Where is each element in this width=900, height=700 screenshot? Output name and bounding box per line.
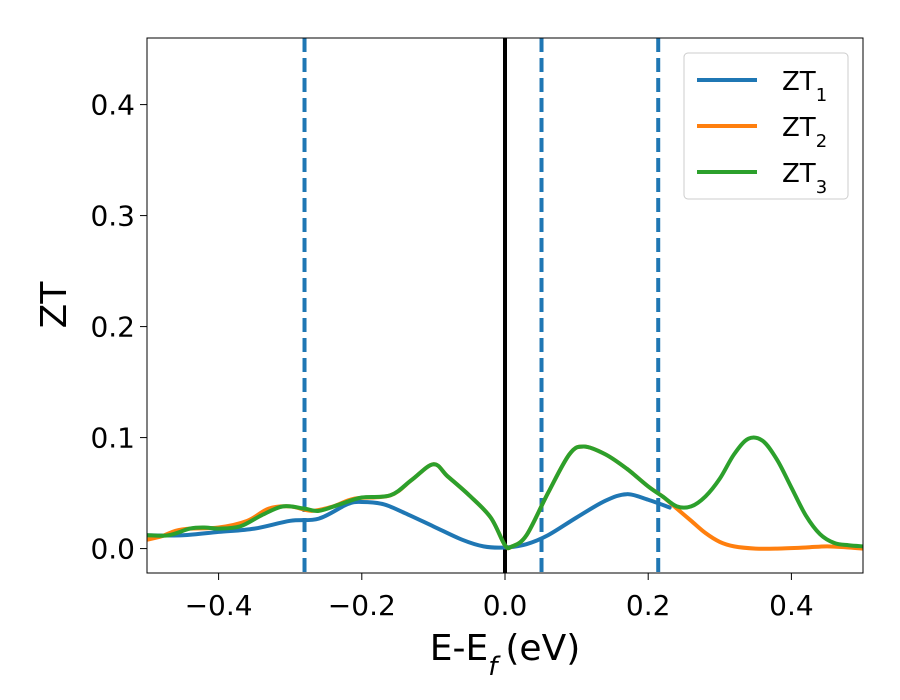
series-line-zt3 <box>147 435 863 551</box>
y-axis-ticks: 0.0 0.1 0.2 0.3 0.4 <box>90 89 147 566</box>
vertical-reference-lines <box>302 38 661 573</box>
x-axis-label: E-Ef (eV) <box>430 628 581 682</box>
y-tick-label: 0.0 <box>90 533 135 566</box>
y-tick-label: 0.3 <box>90 200 135 233</box>
legend-label-zt3: ZT3 <box>782 159 827 198</box>
y-axis-label: ZT <box>34 281 75 329</box>
legend-label-zt2: ZT2 <box>782 113 827 152</box>
y-tick-label: 0.2 <box>90 311 135 344</box>
series-line-zt1 <box>147 492 672 550</box>
x-tick-label: 0.0 <box>483 589 528 622</box>
x-tick-label: 0.4 <box>769 589 814 622</box>
x-tick-label: 0.2 <box>626 589 671 622</box>
x-tick-label: −0.2 <box>328 589 396 622</box>
x-tick-label: −0.4 <box>185 589 253 622</box>
legend-box <box>683 52 849 200</box>
x-axis-ticks: −0.4 −0.2 0.0 0.2 0.4 <box>185 573 814 622</box>
y-tick-label: 0.4 <box>90 89 135 122</box>
series-layer <box>147 435 863 551</box>
legend-label-zt1: ZT1 <box>782 67 827 106</box>
y-tick-label: 0.1 <box>90 422 135 455</box>
legend: ZT1 ZT2 ZT3 <box>683 52 849 200</box>
